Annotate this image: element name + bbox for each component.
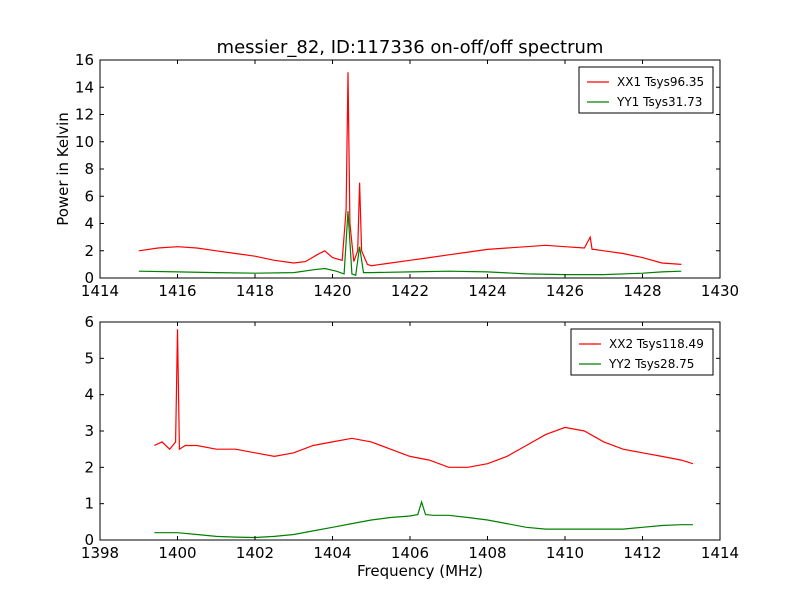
- bottom-y-tick-label: 3: [84, 422, 94, 440]
- bottom-y-tick-label: 2: [84, 458, 94, 476]
- top-x-tick-label: 1418: [236, 282, 274, 300]
- top-y-tick-label: 8: [84, 160, 94, 178]
- bottom-x-tick-label: 1400: [158, 544, 196, 562]
- bottom-y-tick-label: 0: [84, 531, 94, 549]
- bottom-series-line-xx: [154, 329, 694, 468]
- top-x-tick-label: 1426: [546, 282, 584, 300]
- bottom-x-tick-label: 1408: [468, 544, 506, 562]
- top-y-tick-label: 0: [84, 269, 94, 287]
- bottom-x-tick-label: 1412: [623, 544, 661, 562]
- bottom-spectrum-plot: 1398 1400 1402 1404 1406 1408 1410 1412 1414 0 1 2 3…: [81, 313, 739, 580]
- top-y-tick-label: 4: [84, 215, 94, 233]
- top-legend-entry: YY1 Tsys31.73: [616, 95, 702, 109]
- bottom-x-tick-label: 1398: [81, 544, 119, 562]
- bottom-x-tick-label: 1414: [701, 544, 739, 562]
- top-x-tick-label: 1420: [313, 282, 351, 300]
- top-x-tick-label: 1416: [158, 282, 196, 300]
- bottom-series-line-yy: [154, 499, 693, 539]
- top-x-tick-label: 1422: [391, 282, 429, 300]
- bottom-y-tick-label: 5: [84, 349, 94, 367]
- top-y-tick-label: 12: [75, 106, 94, 124]
- bottom-legend-entry: YY2 Tsys28.75: [608, 357, 694, 371]
- top-y-tick-label: 10: [75, 133, 94, 151]
- top-legend: [578, 66, 714, 114]
- top-y-axis-label: Power in Kelvin: [54, 112, 72, 226]
- figure-title: messier_82, ID:117336 on-off/off spectru…: [217, 37, 604, 58]
- top-series-line-yy: [138, 211, 682, 277]
- bottom-x-tick-label: 1410: [546, 544, 584, 562]
- bottom-legend: [570, 328, 714, 376]
- top-series-line-xx: [138, 72, 682, 267]
- top-y-tick-label: 2: [84, 242, 94, 260]
- top-x-tick-label: 1424: [468, 282, 506, 300]
- bottom-x-tick-label: 1404: [313, 544, 351, 562]
- bottom-y-tick-label: 6: [84, 313, 94, 331]
- top-legend-entry: XX1 Tsys96.35: [617, 75, 704, 89]
- bottom-x-tick-label: 1402: [236, 544, 274, 562]
- top-y-tick-label: 16: [75, 51, 94, 69]
- bottom-legend-entry: XX2 Tsys118.49: [609, 337, 704, 351]
- top-y-tick-label: 6: [84, 187, 94, 205]
- bottom-y-tick-label: 4: [84, 386, 94, 404]
- bottom-x-tick-label: 1406: [391, 544, 429, 562]
- top-x-tick-label: 1414: [81, 282, 119, 300]
- top-y-tick-label: 14: [75, 78, 94, 96]
- bottom-y-tick-label: 1: [84, 495, 94, 513]
- top-spectrum-plot: 1414 1416 1418 1420 1422 1424 1426 1428 14300246…: [54, 51, 739, 300]
- bottom-x-axis-label: Frequency (MHz): [357, 562, 483, 580]
- top-x-tick-label: 1428: [623, 282, 661, 300]
- top-x-tick-label: 1430: [701, 282, 739, 300]
